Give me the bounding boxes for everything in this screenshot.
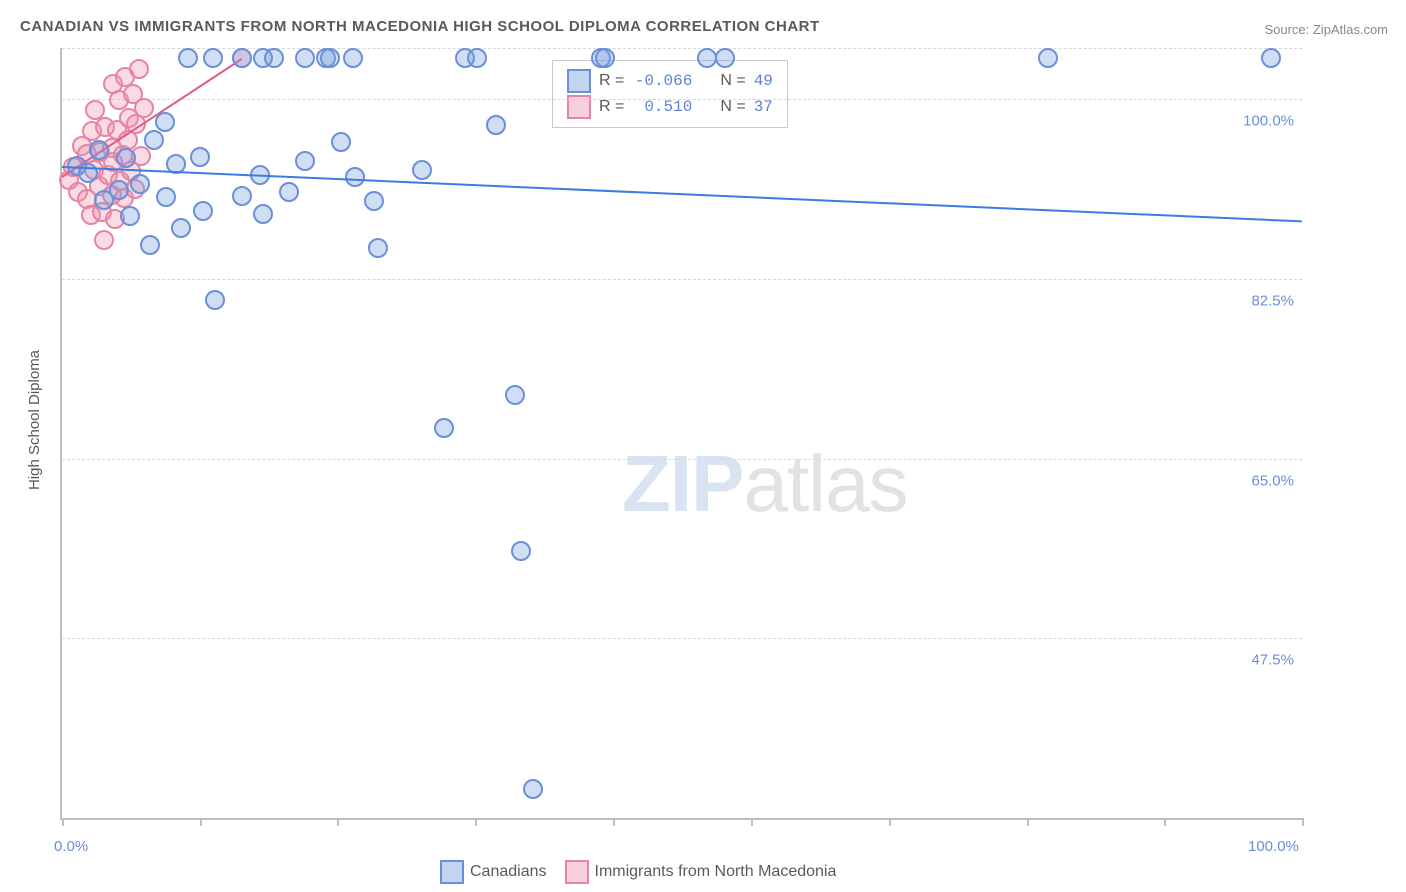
data-point-blue [144,130,164,150]
y-tick-label: 82.5% [1251,293,1294,310]
data-point-blue [116,148,136,168]
data-point-blue [120,206,140,226]
legend-r-value: 0.510 [632,98,692,116]
data-point-blue [109,180,129,200]
data-point-blue [1261,48,1281,68]
data-point-pink [94,230,114,250]
legend-n-label: N = [720,98,745,116]
data-point-blue [412,160,432,180]
data-point-blue [511,541,531,561]
data-point-blue [140,235,160,255]
legend-swatch [565,860,589,884]
legend-bottom-item: Canadians [440,860,547,884]
y-axis-title: High School Diploma [26,350,43,490]
data-point-blue [89,140,109,160]
data-point-blue [295,48,315,68]
legend-swatch [567,69,591,93]
data-point-blue [343,48,363,68]
y-tick-label: 47.5% [1251,652,1294,669]
trend-line-pink [61,58,242,178]
legend-label: Immigrants from North Macedonia [595,863,837,880]
data-point-blue [715,48,735,68]
data-point-blue [595,48,615,68]
legend-r-label: R = [599,72,624,90]
x-tick [889,818,891,826]
data-point-blue [505,385,525,405]
gridline-h [62,279,1302,280]
legend-r-label: R = [599,98,624,116]
data-point-blue [697,48,717,68]
gridline-h [62,638,1302,639]
data-point-blue [279,182,299,202]
chart-title: CANADIAN VS IMMIGRANTS FROM NORTH MACEDO… [20,18,820,35]
legend-n-value: 37 [754,98,773,116]
y-tick-label: 65.0% [1251,472,1294,489]
legend-r-value: -0.066 [632,72,692,90]
gridline-h [62,99,1302,100]
data-point-blue [364,191,384,211]
legend-swatch [440,860,464,884]
data-point-blue [345,167,365,187]
x-tick [200,818,202,826]
data-point-blue [368,238,388,258]
y-tick-label: 100.0% [1243,113,1294,130]
data-point-blue [178,48,198,68]
legend-n-label: N = [720,72,745,90]
x-tick [751,818,753,826]
x-tick [1027,818,1029,826]
data-point-blue [331,132,351,152]
data-point-blue [232,48,252,68]
legend-n-value: 49 [754,72,773,90]
x-tick [613,818,615,826]
data-point-pink [129,59,149,79]
data-point-blue [155,112,175,132]
legend-top: R = -0.066 N = 49 R = 0.510 N = 37 [552,60,788,128]
data-point-blue [232,186,252,206]
gridline-h [62,48,1302,49]
x-tick [475,818,477,826]
x-tick [1302,818,1304,826]
data-point-blue [130,174,150,194]
data-point-blue [156,187,176,207]
x-tick [1164,818,1166,826]
legend-bottom-item: Immigrants from North Macedonia [565,860,837,884]
data-point-blue [171,218,191,238]
data-point-blue [467,48,487,68]
gridline-h [62,459,1302,460]
data-point-blue [193,201,213,221]
data-point-blue [1038,48,1058,68]
plot-area: ZIPatlas R = -0.066 N = 49 R = 0.510 N = 37 47… [60,48,1302,820]
data-point-blue [434,418,454,438]
data-point-blue [264,48,284,68]
x-tick-label: 0.0% [54,838,88,855]
data-point-blue [486,115,506,135]
source-label: Source: ZipAtlas.com [1264,22,1388,37]
x-tick-label: 100.0% [1248,838,1299,855]
data-point-blue [203,48,223,68]
data-point-blue [295,151,315,171]
data-point-blue [205,290,225,310]
x-tick [62,818,64,826]
legend-label: Canadians [470,863,547,880]
x-tick [337,818,339,826]
data-point-blue [523,779,543,799]
watermark-part2: atlas [743,439,907,528]
watermark: ZIPatlas [622,438,907,530]
data-point-blue [320,48,340,68]
data-point-blue [190,147,210,167]
data-point-pink [134,98,154,118]
watermark-part1: ZIP [622,439,743,528]
data-point-blue [253,204,273,224]
legend-top-row: R = -0.066 N = 49 [567,69,773,93]
legend-bottom: Canadians Immigrants from North Macedonia [440,860,836,884]
